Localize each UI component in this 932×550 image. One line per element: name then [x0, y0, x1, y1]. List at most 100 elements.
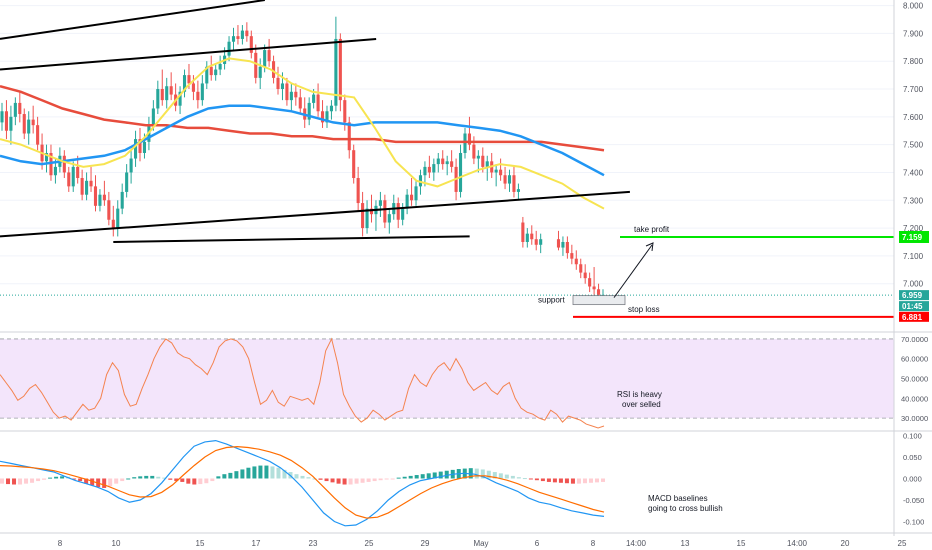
rsi-annotation-line2: over selled — [622, 400, 661, 409]
candle — [272, 55, 276, 84]
candle-body — [9, 116, 13, 131]
time-tick-label: 25 — [898, 539, 907, 548]
time-tick-label: 14:00 — [787, 539, 808, 548]
price-tick-label: 7.600 — [903, 113, 924, 122]
macd-histogram-bar — [36, 478, 41, 482]
macd-pane[interactable]: 0.100 0.050 0.000 -0.050 -0.100 MACD baseline… — [0, 431, 924, 527]
macd-histogram-bar — [510, 475, 515, 479]
macd-histogram-bar — [438, 471, 443, 479]
candle — [583, 264, 587, 284]
candle-body — [80, 178, 84, 195]
support-zone[interactable] — [572, 295, 626, 306]
macd-histogram-bar — [318, 478, 323, 480]
candle — [378, 191, 382, 217]
macd-histogram-bar — [252, 466, 257, 479]
candle-body — [18, 102, 22, 115]
candle — [13, 97, 17, 126]
macd-histogram-bar — [6, 478, 11, 485]
candle-body — [120, 191, 124, 209]
stop-loss-tag: 6.881 — [899, 311, 929, 322]
candle — [9, 105, 13, 145]
candle-body — [205, 66, 209, 84]
macd-histogram-bar — [498, 473, 503, 479]
candle-body — [107, 200, 111, 220]
candle — [441, 150, 445, 170]
candle — [458, 144, 463, 198]
macd-histogram-bar — [588, 478, 593, 483]
candle-body — [214, 69, 218, 76]
macd-histogram-bar — [126, 478, 131, 480]
time-axis: 8 10 15 17 23 25 29 May 6 8 14:00 13 15 14:00 20 25 — [58, 539, 907, 548]
stop-loss-label: stop loss — [628, 305, 660, 314]
candle-body — [405, 194, 409, 209]
candle-body — [191, 83, 195, 92]
candle-body — [285, 83, 289, 101]
candle-body — [13, 102, 17, 117]
candle-body — [151, 108, 155, 126]
candle-body — [245, 30, 249, 37]
candle — [516, 183, 520, 201]
candle — [534, 230, 538, 251]
price-tick-label: 7.100 — [903, 252, 924, 261]
macd-histogram-bar — [564, 478, 569, 484]
candle-body — [227, 41, 231, 56]
macd-histogram-bar — [384, 478, 389, 480]
macd-histogram-bar — [324, 478, 329, 482]
candle-body — [499, 169, 503, 176]
candle-body — [36, 125, 40, 145]
price-pane[interactable]: 8.000 7.900 7.800 7.700 7.600 7.500 7.400 7.300… — [0, 0, 929, 322]
macd-histogram-bar — [42, 478, 47, 480]
candle — [98, 189, 102, 212]
candle — [432, 158, 436, 181]
candle — [298, 89, 302, 115]
candle-body — [102, 194, 106, 201]
candle-body — [129, 158, 133, 173]
macd-histogram-bar — [216, 476, 221, 479]
candle-body — [579, 264, 583, 273]
candle-body — [418, 175, 423, 187]
macd-histogram-bar — [432, 472, 437, 479]
candle-body — [178, 91, 182, 106]
macd-histogram-bar — [228, 472, 233, 479]
candle-body — [361, 203, 365, 229]
macd-histogram-bar — [342, 478, 347, 485]
ma-short-line — [0, 57, 605, 210]
rsi-pane[interactable]: 70.0000 60.0000 50.0000 40.0000 30.0000 RSI i… — [0, 335, 928, 429]
time-tick-label: 6 — [535, 539, 540, 548]
macd-histogram-bar — [162, 477, 167, 479]
candle-body — [583, 272, 587, 279]
candle-body — [320, 111, 325, 123]
candle — [539, 233, 543, 254]
candle — [445, 155, 449, 176]
candle-body — [343, 100, 347, 123]
macd-tick-label: 0.100 — [903, 431, 922, 440]
price-tick-label: 7.200 — [903, 224, 924, 233]
candle-body — [182, 75, 187, 92]
time-tick-label: 13 — [681, 539, 690, 548]
candle-body — [0, 111, 4, 123]
time-tick-label: 15 — [737, 539, 746, 548]
candle — [214, 63, 218, 81]
candle — [182, 69, 187, 98]
macd-histogram-bar — [30, 478, 35, 483]
candle-body — [347, 122, 351, 151]
price-tick-label: 7.300 — [903, 196, 924, 205]
macd-annotation-line2: going to cross bullish — [648, 504, 723, 513]
time-tick-label: May — [473, 539, 488, 548]
candle-body — [89, 180, 93, 187]
candle-body — [236, 36, 240, 39]
price-tick-label: 7.900 — [903, 29, 924, 38]
candle-body — [231, 36, 236, 42]
macd-histogram-bar — [258, 465, 263, 479]
macd-histogram-bar — [330, 478, 335, 483]
macd-histogram-bar — [72, 478, 77, 480]
candle — [178, 86, 182, 115]
candle — [27, 111, 31, 145]
trendline-lower-channel — [0, 190, 630, 238]
macd-histogram-bar — [0, 478, 4, 484]
candle — [62, 150, 66, 179]
macd-histogram-bar — [150, 475, 155, 479]
macd-histogram-bar — [306, 477, 311, 479]
candle-body — [116, 208, 120, 229]
